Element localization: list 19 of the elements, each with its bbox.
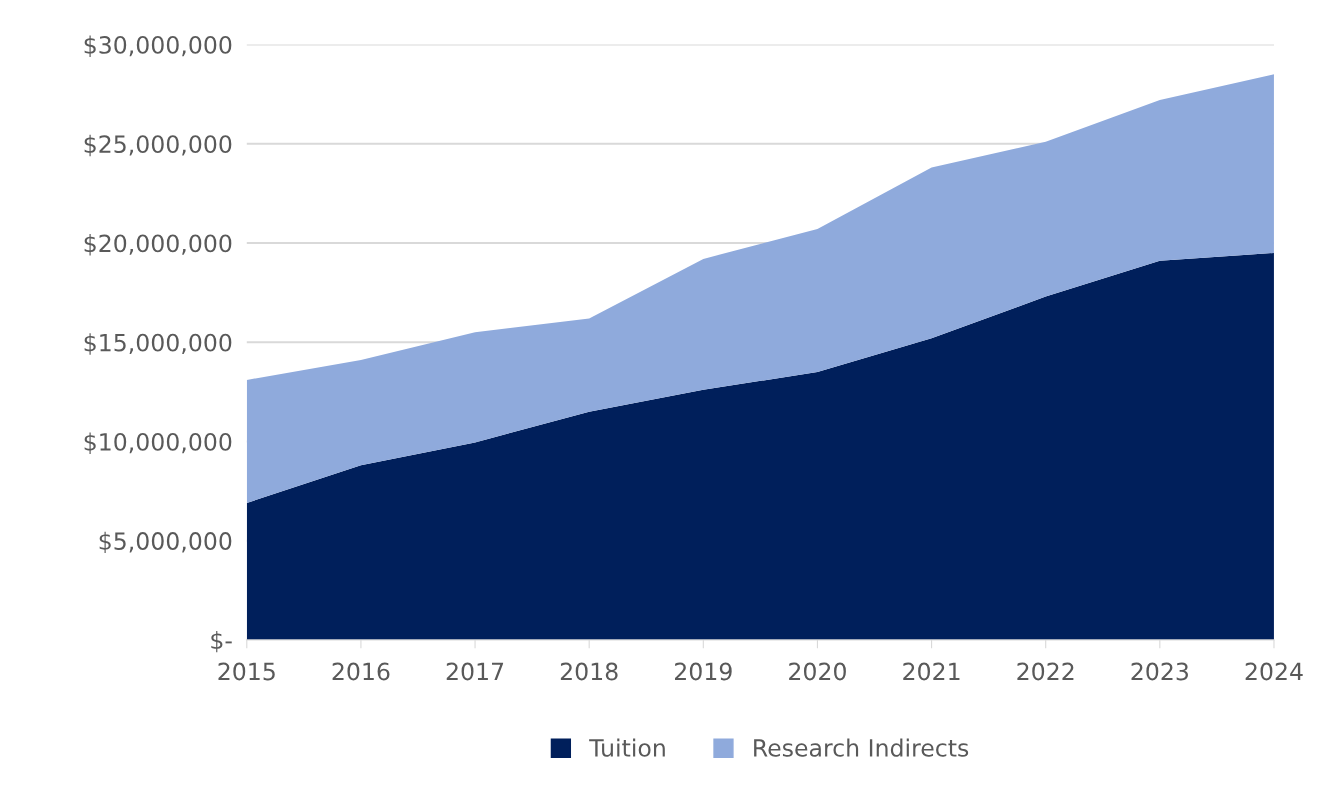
x-tick-label: 2024 bbox=[1245, 662, 1303, 681]
y-tick-label: $20,000,000 bbox=[84, 234, 232, 256]
x-tick-label: 2021 bbox=[903, 662, 960, 681]
y-tick-label: $30,000,000 bbox=[84, 35, 232, 57]
x-tick-label: 2015 bbox=[218, 662, 275, 681]
x-tick-label: 2023 bbox=[1131, 662, 1188, 681]
y-tick-label: $5,000,000 bbox=[99, 531, 232, 554]
x-tick-label: 2018 bbox=[560, 662, 618, 681]
y-tick-label: $- bbox=[211, 630, 232, 653]
y-tick-label: $25,000,000 bbox=[84, 134, 232, 157]
x-tick-label: 2017 bbox=[446, 662, 504, 681]
x-tick-label: 2020 bbox=[789, 662, 846, 681]
x-tick-label: 2016 bbox=[332, 662, 390, 681]
y-tick-label: $10,000,000 bbox=[84, 432, 232, 454]
x-tick-label: 2022 bbox=[1017, 662, 1074, 681]
y-tick-label: $15,000,000 bbox=[84, 333, 232, 355]
legend-label: Research Indirects bbox=[754, 738, 969, 757]
legend-label: Tuition bbox=[589, 738, 665, 757]
x-tick-label: 2019 bbox=[675, 662, 732, 681]
